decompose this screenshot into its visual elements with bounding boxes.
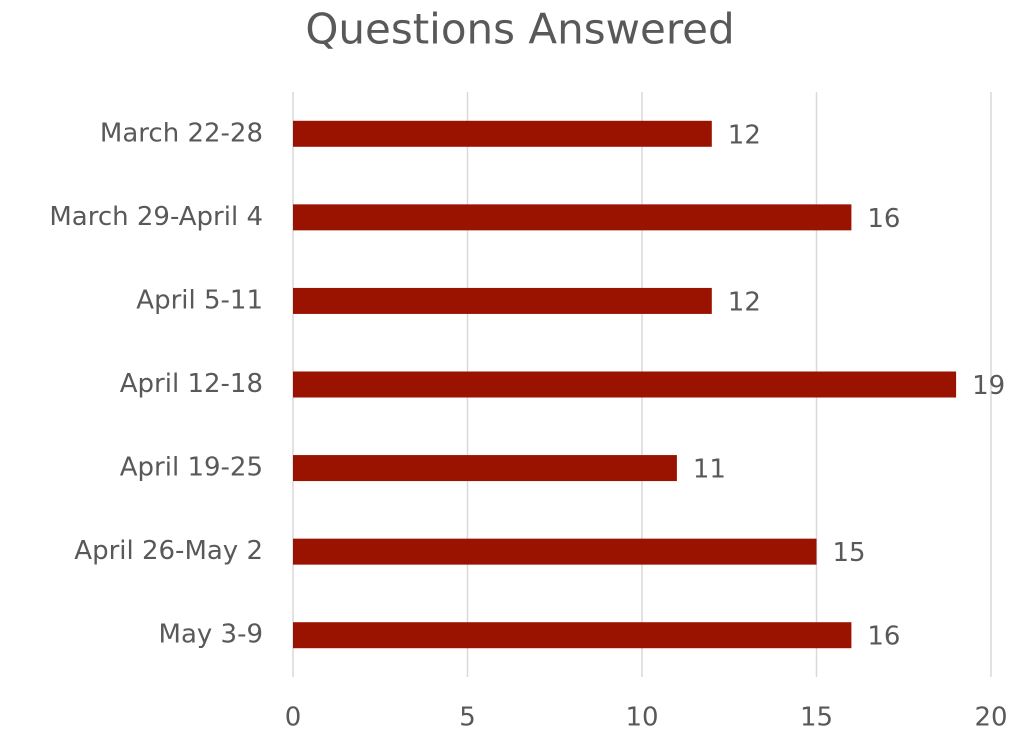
- data-label: 12: [728, 287, 761, 317]
- y-tick-label: April 26-May 2: [74, 536, 263, 566]
- x-tick-label: 20: [974, 703, 1007, 732]
- x-tick-label: 0: [285, 703, 302, 732]
- x-tick-label: 15: [800, 703, 833, 732]
- x-tick-label: 10: [625, 703, 658, 732]
- bar: [293, 622, 852, 649]
- y-tick-label: April 12-18: [120, 369, 263, 399]
- bar: [293, 371, 957, 398]
- bar: [293, 455, 677, 482]
- y-tick-label: March 29-April 4: [49, 202, 263, 232]
- data-label: 16: [867, 622, 900, 652]
- y-tick-label: April 5-11: [136, 285, 263, 315]
- chart-title: Questions Answered: [305, 5, 734, 54]
- data-label: 16: [867, 204, 900, 234]
- bar: [293, 204, 852, 231]
- x-tick-label: 5: [459, 703, 476, 732]
- bar: [293, 120, 712, 147]
- data-label: 11: [693, 455, 726, 485]
- y-tick-label: April 19-25: [120, 453, 263, 483]
- data-label: 15: [833, 538, 866, 568]
- bar: [293, 538, 817, 565]
- y-tick-label: May 3-9: [159, 620, 263, 650]
- bar: [293, 287, 712, 314]
- data-label: 19: [972, 371, 1005, 401]
- y-tick-label: March 22-28: [100, 118, 263, 148]
- data-label: 12: [728, 120, 761, 150]
